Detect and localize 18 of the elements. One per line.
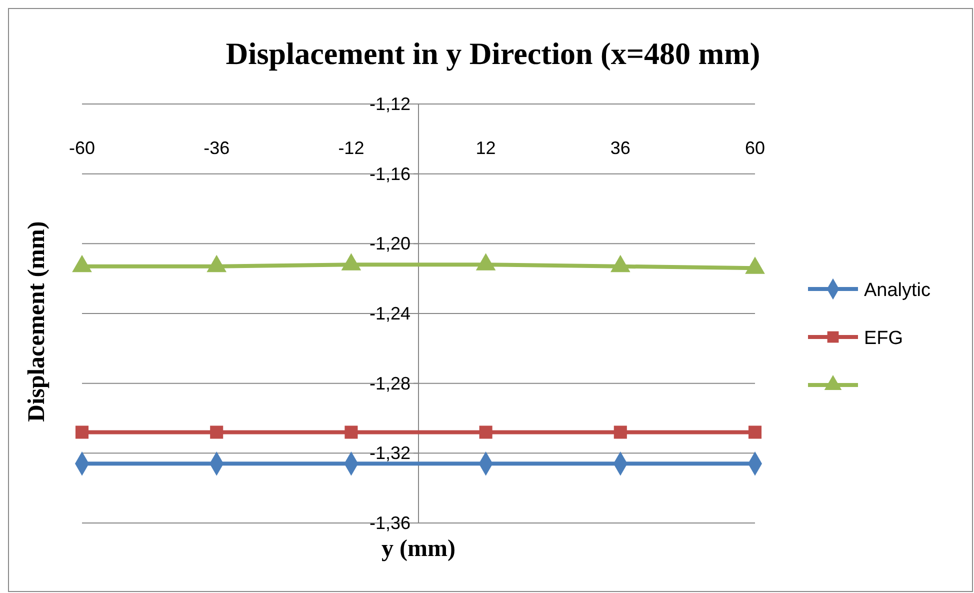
x-tick-label: 60 — [744, 138, 766, 158]
y-tick-label: -1,36 — [369, 513, 410, 533]
y-tick-label: -1,24 — [369, 304, 410, 324]
y-axis-title: Displacement (mm) — [24, 221, 50, 422]
x-tick-label: 12 — [476, 138, 496, 158]
chart-title: Displacement in y Direction (x=480 mm) — [226, 36, 760, 71]
x-tick-label: -36 — [204, 138, 230, 158]
legend-label: EFG — [864, 328, 904, 349]
y-tick-label: -1,20 — [369, 234, 410, 254]
y-tick-label: -1,12 — [369, 94, 410, 114]
y-tick-label: -1,32 — [369, 443, 410, 464]
x-tick-label: -60 — [68, 138, 96, 158]
y-tick-label: -1,16 — [369, 164, 410, 184]
y-tick-label: -1,28 — [369, 373, 410, 394]
x-tick-label: -12 — [338, 138, 364, 158]
x-tick-label: 36 — [610, 138, 630, 158]
legend-label: Analytic — [864, 280, 931, 301]
x-axis-title: y (mm) — [382, 536, 456, 562]
